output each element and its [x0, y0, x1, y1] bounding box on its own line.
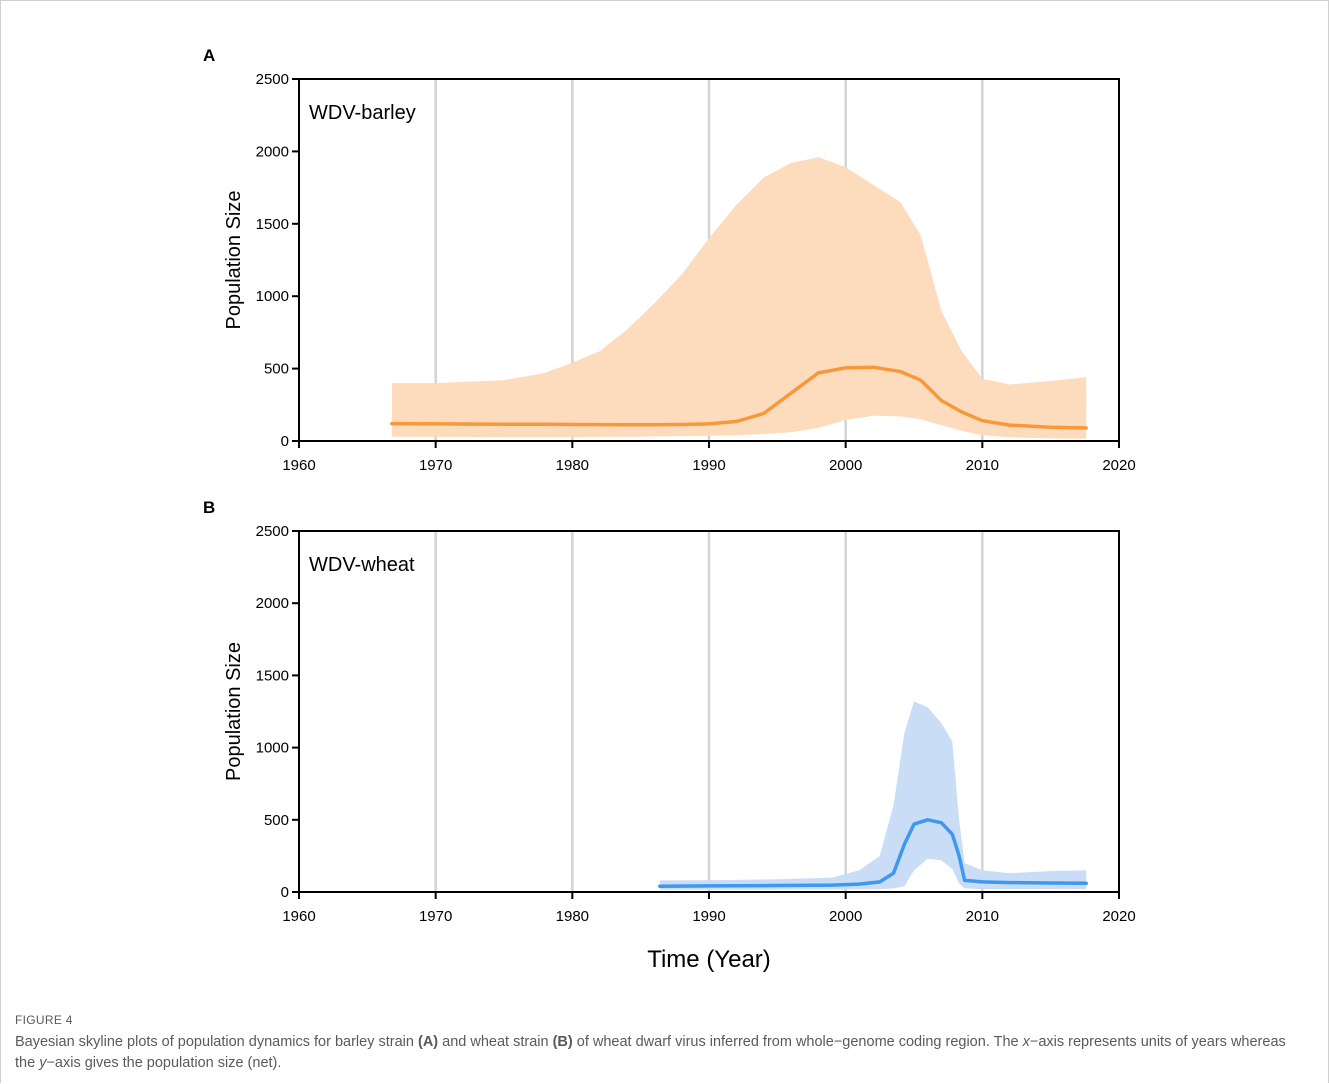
chart-panel-a: 1960 1970 1980 1990 2000 2010 2020 0 500 1000 1500…	[203, 46, 1136, 474]
x-tick-label: 1960	[282, 908, 315, 925]
x-tick-label: 1980	[556, 908, 589, 925]
figure-caption: FIGURE 4 Bayesian skyline plots of popul…	[15, 1013, 1305, 1074]
y-tick-label: 1000	[256, 740, 289, 757]
x-tick-label: 1990	[692, 908, 725, 925]
x-tick-label: 2020	[1102, 457, 1135, 474]
median-line	[658, 818, 1088, 888]
y-tick-label: 1500	[256, 216, 289, 233]
caption-run: of wheat dwarf virus inferred from whole…	[572, 1034, 1023, 1050]
x-tick-label: 1970	[419, 908, 452, 925]
chart-panel-b: 1960 1970 1980 1990 2000 2010 2020 0 500 1000 1500…	[203, 498, 1136, 973]
panel-label: B	[203, 498, 215, 517]
y-tick-label: 2500	[256, 523, 289, 540]
y-tick-label: 2000	[256, 595, 289, 612]
caption-run: and wheat strain	[438, 1034, 553, 1050]
y-axis-label: Population Size	[223, 191, 245, 330]
y-tick-label: 2500	[256, 71, 289, 88]
x-tick-label: 2020	[1102, 908, 1135, 925]
x-tick-label: 2010	[966, 908, 999, 925]
figure-label: FIGURE 4	[15, 1013, 73, 1027]
y-tick-label: 0	[281, 884, 289, 901]
confidence-band	[659, 701, 1087, 890]
y-tick-label: 500	[264, 361, 289, 378]
series-title: WDV-barley	[309, 102, 416, 124]
x-tick-label: 2000	[829, 908, 862, 925]
series-title: WDV-wheat	[309, 554, 415, 576]
caption-run: Bayesian skyline plots of population dyn…	[15, 1034, 418, 1050]
caption-run: −axis gives the population size (net).	[46, 1055, 282, 1071]
x-tick-label: 1970	[419, 457, 452, 474]
x-axis-label: Time (Year)	[647, 946, 771, 973]
x-tick-label: 2010	[966, 457, 999, 474]
skyline-plots: 1960 1970 1980 1990 2000 2010 2020 0 500 1000 1500…	[203, 46, 1136, 973]
caption-run: (B)	[552, 1034, 573, 1050]
y-tick-label: 500	[264, 812, 289, 829]
y-tick-label: 0	[281, 433, 289, 450]
y-tick-label: 2000	[256, 143, 289, 160]
y-tick-label: 1000	[256, 288, 289, 305]
x-tick-label: 1980	[556, 457, 589, 474]
median-line	[390, 365, 1088, 430]
x-tick-label: 2000	[829, 457, 862, 474]
caption-run: −axis represents units of years whereas …	[15, 1034, 1286, 1071]
figure-caption-text: Bayesian skyline plots of population dyn…	[15, 1032, 1305, 1074]
caption-run: x	[1022, 1034, 1030, 1050]
y-axis-label: Population Size	[223, 642, 245, 781]
caption-run: y	[39, 1055, 47, 1071]
x-tick-label: 1990	[692, 457, 725, 474]
y-tick-label: 1500	[256, 667, 289, 684]
x-tick-label: 1960	[282, 457, 315, 474]
confidence-band	[391, 157, 1087, 439]
caption-run: (A)	[417, 1034, 439, 1050]
panel-label: A	[203, 46, 215, 65]
